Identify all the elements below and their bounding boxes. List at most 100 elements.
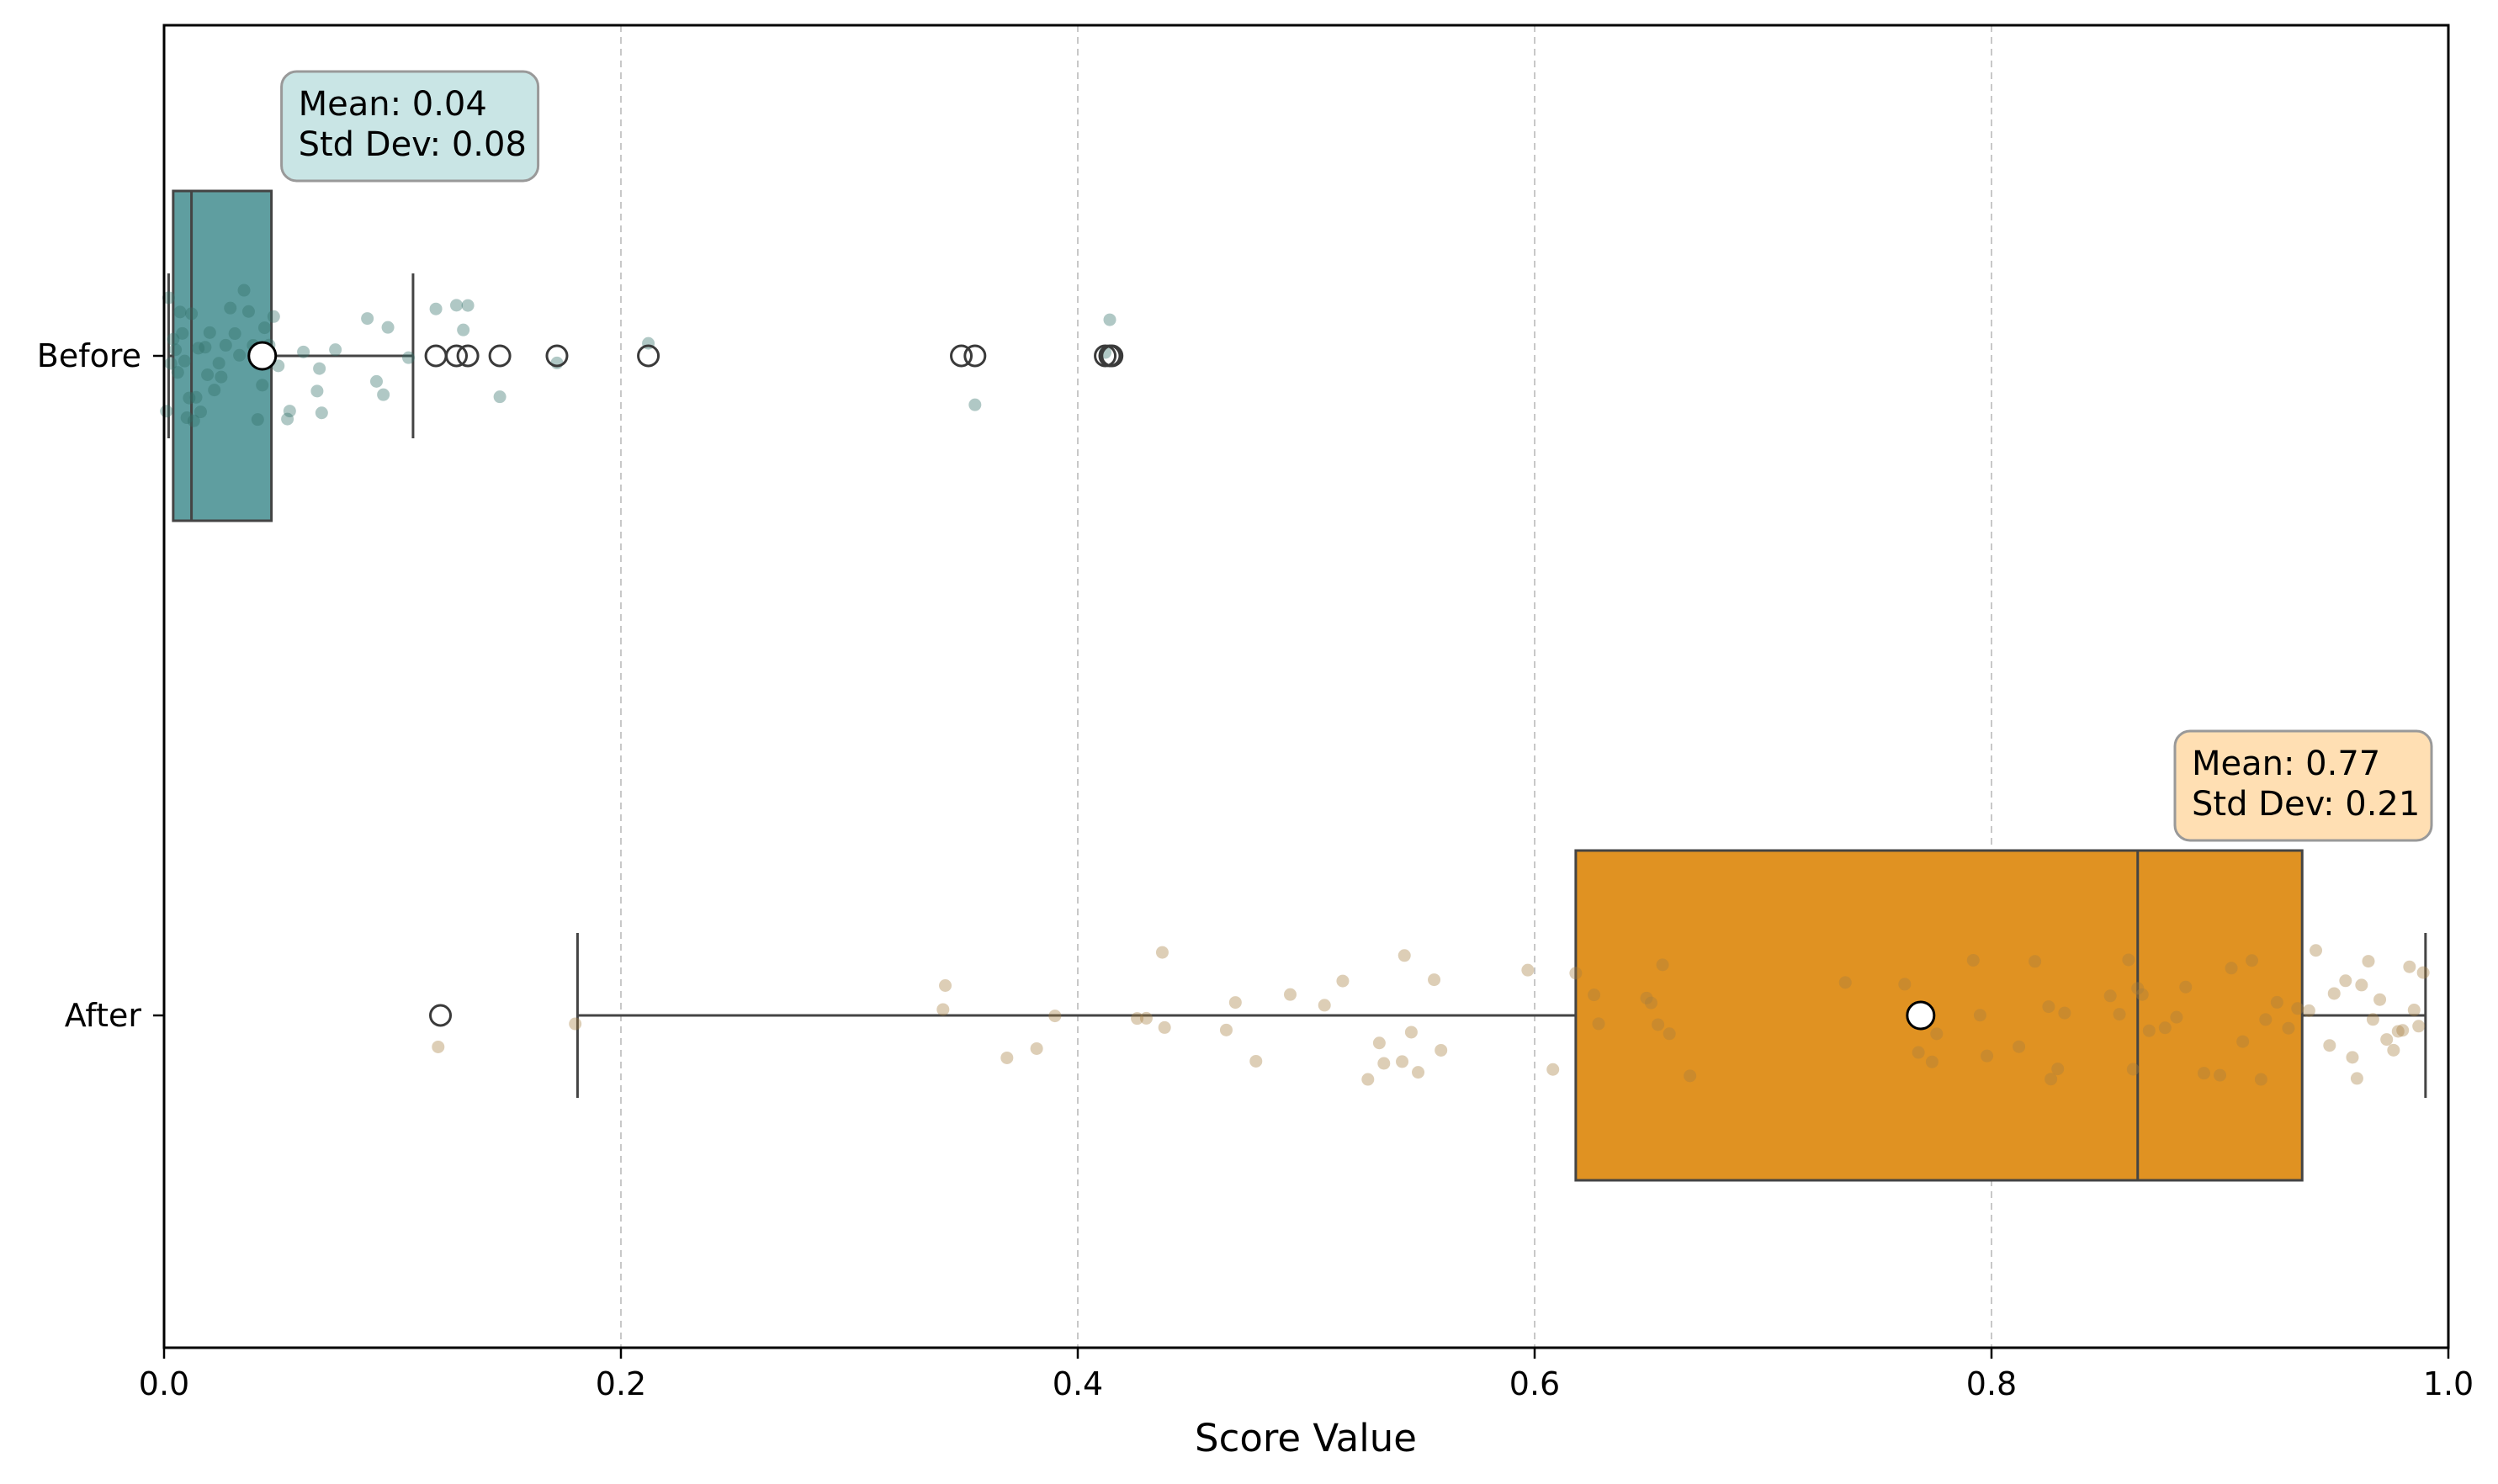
after-data-point bbox=[1318, 999, 1331, 1012]
after-data-point bbox=[2179, 980, 2193, 994]
after-data-point bbox=[2113, 1008, 2126, 1021]
before-data-point bbox=[187, 414, 200, 427]
after-data-point bbox=[2380, 1033, 2394, 1047]
after-data-point bbox=[2327, 987, 2341, 1000]
after-data-point bbox=[1404, 1026, 1418, 1039]
before-data-point bbox=[180, 411, 194, 425]
before-data-point bbox=[169, 343, 183, 357]
before-data-point bbox=[212, 357, 225, 370]
after-data-point bbox=[2373, 993, 2387, 1006]
before-data-point bbox=[550, 356, 564, 369]
after-data-point bbox=[1372, 1036, 1386, 1050]
after-data-point bbox=[2236, 1035, 2250, 1048]
after-data-point bbox=[1898, 978, 1912, 991]
after-data-point bbox=[1435, 1043, 1448, 1057]
before-outlier-marker bbox=[456, 344, 480, 368]
before-outlier-marker bbox=[445, 344, 469, 368]
before-data-point bbox=[176, 326, 189, 340]
before-data-point bbox=[189, 390, 203, 404]
x-tick-label: 0.8 bbox=[1966, 1365, 2017, 1402]
before-std-label: Std Dev: 0.08 bbox=[299, 125, 527, 164]
after-stats-box bbox=[2173, 729, 2433, 842]
after-data-point bbox=[2254, 1073, 2267, 1086]
x-tick-label: 0.4 bbox=[1053, 1365, 1103, 1402]
before-data-point bbox=[194, 405, 207, 419]
before-data-point bbox=[315, 406, 328, 420]
before-data-point bbox=[1103, 313, 1116, 326]
before-data-point bbox=[201, 368, 215, 381]
after-data-point bbox=[1640, 991, 1653, 1004]
after-data-point bbox=[2058, 1006, 2071, 1020]
after-data-point bbox=[2339, 974, 2352, 988]
before-data-point bbox=[171, 366, 184, 379]
before-data-point bbox=[329, 343, 342, 357]
after-data-point bbox=[2013, 1040, 2026, 1053]
before-data-point bbox=[228, 327, 241, 341]
after-data-point bbox=[1000, 1051, 1014, 1064]
after-data-point bbox=[1966, 953, 1980, 967]
before-data-point bbox=[313, 362, 326, 375]
after-data-point bbox=[1398, 949, 1411, 962]
after-data-point bbox=[1981, 1049, 1994, 1063]
after-data-point bbox=[1973, 1009, 1986, 1022]
after-data-point bbox=[1283, 988, 1297, 1001]
before-data-point bbox=[493, 390, 506, 404]
after-data-point bbox=[1644, 996, 1657, 1010]
after-data-point bbox=[2045, 1073, 2058, 1086]
after-data-point bbox=[1684, 1069, 1697, 1083]
before-data-point bbox=[377, 388, 390, 401]
after-data-point bbox=[1396, 1055, 1409, 1068]
after-data-point bbox=[1219, 1023, 1233, 1036]
after-data-point bbox=[2323, 1039, 2336, 1052]
after-data-point bbox=[1249, 1054, 1263, 1068]
after-data-point bbox=[2103, 989, 2117, 1003]
x-tick-label: 0.0 bbox=[139, 1365, 189, 1402]
after-data-point bbox=[2246, 954, 2259, 967]
after-data-point bbox=[2122, 953, 2135, 967]
after-data-point bbox=[1048, 1010, 1062, 1023]
after-data-point bbox=[1228, 996, 1242, 1010]
x-tick-label: 0.6 bbox=[1509, 1365, 1560, 1402]
after-data-point bbox=[1521, 963, 1535, 977]
after-data-point bbox=[2158, 1021, 2172, 1035]
after-data-point bbox=[2214, 1068, 2226, 1082]
after-data-point bbox=[1158, 1020, 1171, 1034]
after-data-point bbox=[1428, 973, 1441, 987]
before-stats-box bbox=[280, 70, 540, 183]
x-tick-label: 0.2 bbox=[596, 1365, 646, 1402]
after-data-point bbox=[2126, 1063, 2140, 1076]
after-mean-marker bbox=[1906, 1000, 1936, 1031]
after-data-point bbox=[936, 1003, 950, 1016]
after-data-point bbox=[2197, 1067, 2210, 1080]
after-data-point bbox=[1546, 1063, 1560, 1076]
before-data-point bbox=[310, 384, 324, 398]
before-outlier-marker bbox=[1100, 344, 1124, 368]
before-data-point bbox=[429, 302, 443, 315]
after-data-point bbox=[1652, 1018, 1665, 1031]
before-data-point bbox=[183, 391, 196, 405]
after-data-point bbox=[2051, 1063, 2065, 1076]
before-data-point bbox=[281, 412, 294, 426]
before-data-point bbox=[162, 291, 175, 305]
before-data-point bbox=[256, 379, 269, 392]
before-data-point bbox=[208, 384, 221, 397]
after-data-point bbox=[2355, 978, 2368, 992]
after-data-point bbox=[1930, 1027, 1944, 1041]
after-data-point bbox=[2259, 1013, 2273, 1026]
before-data-point bbox=[199, 341, 212, 354]
after-data-point bbox=[2310, 944, 2323, 957]
before-data-point bbox=[215, 370, 228, 384]
before-data-point bbox=[297, 345, 310, 358]
after-data-point bbox=[2387, 1043, 2400, 1057]
before-data-point bbox=[185, 307, 199, 321]
after-data-point bbox=[2302, 1004, 2315, 1017]
after-data-point bbox=[2131, 982, 2145, 995]
after-data-point bbox=[2412, 1020, 2426, 1033]
before-data-point bbox=[457, 323, 470, 337]
after-data-point bbox=[2396, 1024, 2410, 1037]
before-data-point bbox=[402, 351, 416, 364]
after-data-point bbox=[1131, 1012, 1144, 1026]
after-data-point bbox=[1925, 1055, 1938, 1068]
after-data-point bbox=[1361, 1073, 1375, 1086]
